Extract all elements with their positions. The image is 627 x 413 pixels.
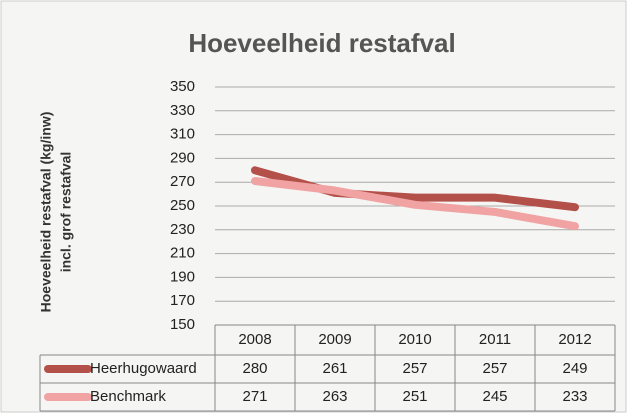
table-value: 271	[242, 388, 267, 405]
x-tick-label: 2009	[318, 331, 351, 348]
table-value: 261	[322, 360, 347, 377]
y-tick-label: 150	[170, 316, 195, 333]
table-value: 257	[402, 360, 427, 377]
table-value: 251	[402, 388, 427, 405]
y-tick-label: 250	[170, 197, 195, 214]
table-value: 249	[562, 360, 587, 377]
table-value: 233	[562, 388, 587, 405]
y-tick-label: 170	[170, 292, 195, 309]
y-tick-label: 190	[170, 268, 195, 285]
line-series	[251, 177, 579, 231]
x-tick-label: 2008	[238, 331, 271, 348]
table-value: 245	[482, 388, 507, 405]
legend-label: Heerhugowaard	[90, 360, 197, 377]
chart-title: Hoeveelheid restafval	[188, 28, 455, 58]
y-axis-label: incl. grof restafval	[58, 152, 74, 273]
table-value: 257	[482, 360, 507, 377]
y-axis-label: Hoeveelheid restafval (kg/inw)	[38, 112, 54, 313]
x-tick-label: 2012	[558, 331, 591, 348]
y-tick-label: 230	[170, 221, 195, 238]
table-value: 280	[242, 360, 267, 377]
y-tick-label: 350	[170, 78, 195, 95]
y-tick-label: 270	[170, 173, 195, 190]
y-tick-label: 310	[170, 126, 195, 143]
x-tick-label: 2011	[479, 331, 511, 348]
table-value: 263	[322, 388, 347, 405]
y-tick-label: 290	[170, 149, 195, 166]
y-tick-label: 330	[170, 102, 195, 119]
legend-label: Benchmark	[90, 388, 166, 405]
y-tick-label: 210	[170, 245, 195, 262]
x-tick-label: 2010	[398, 331, 431, 348]
